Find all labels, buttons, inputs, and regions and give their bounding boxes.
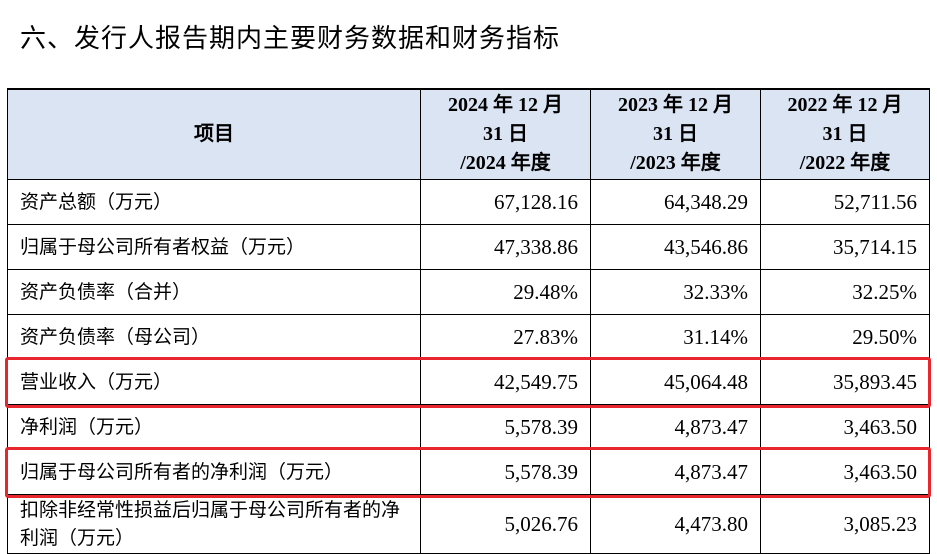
row-label: 净利润（万元）	[7, 404, 421, 450]
value-2023: 45,064.48	[590, 359, 761, 405]
section-heading: 六、发行人报告期内主要财务数据和财务指标	[20, 24, 561, 54]
value-2022: 3,085.23	[760, 494, 930, 554]
header-2024-line1: 2024 年 12 月	[448, 93, 563, 116]
table-row: 扣除非经常性损益后归属于母公司所有者的净利润（万元） 5,026.76 4,47…	[7, 494, 930, 554]
header-item: 项目	[7, 88, 421, 180]
value-2024: 5,026.76	[420, 494, 591, 554]
header-2023-line3: /2023 年度	[630, 151, 721, 174]
value-2024: 27.83%	[420, 314, 591, 360]
header-2024-line2: 31 日	[483, 122, 528, 145]
value-2022: 29.50%	[760, 314, 930, 360]
header-2023-line2: 31 日	[653, 122, 698, 145]
row-label: 资产总额（万元）	[7, 179, 421, 225]
value-2024: 5,578.39	[420, 449, 591, 495]
table-row: 资产负债率（母公司） 27.83% 31.14% 29.50%	[7, 314, 930, 360]
value-2023: 64,348.29	[590, 179, 761, 225]
value-2023: 4,873.47	[590, 449, 761, 495]
row-label: 营业收入（万元）	[7, 359, 421, 405]
header-2024: 2024 年 12 月 31 日 /2024 年度	[420, 88, 591, 180]
value-2024: 5,578.39	[420, 404, 591, 450]
row-label: 归属于母公司所有者权益（万元）	[7, 224, 421, 270]
value-2023: 31.14%	[590, 314, 761, 360]
table-row-highlighted: 营业收入（万元） 42,549.75 45,064.48 35,893.45	[7, 359, 930, 405]
table-row: 净利润（万元） 5,578.39 4,873.47 3,463.50	[7, 404, 930, 450]
row-label: 资产负债率（合并）	[7, 269, 421, 315]
value-2022: 35,714.15	[760, 224, 930, 270]
value-2022: 35,893.45	[760, 359, 930, 405]
value-2024: 47,338.86	[420, 224, 591, 270]
value-2023: 4,873.47	[590, 404, 761, 450]
table-row: 资产总额（万元） 67,128.16 64,348.29 52,711.56	[7, 179, 930, 225]
table-row-highlighted: 归属于母公司所有者的净利润（万元） 5,578.39 4,873.47 3,46…	[7, 449, 930, 495]
value-2024: 42,549.75	[420, 359, 591, 405]
value-2022: 3,463.50	[760, 404, 930, 450]
value-2023: 32.33%	[590, 269, 761, 315]
value-2022: 52,711.56	[760, 179, 930, 225]
value-2024: 67,128.16	[420, 179, 591, 225]
table-row: 归属于母公司所有者权益（万元） 47,338.86 43,546.86 35,7…	[7, 224, 930, 270]
value-2022: 3,463.50	[760, 449, 930, 495]
header-2023: 2023 年 12 月 31 日 /2023 年度	[590, 88, 761, 180]
financial-data-table: 项目 2024 年 12 月 31 日 /2024 年度 2023 年 12 月…	[7, 88, 930, 554]
header-2022-line2: 31 日	[822, 122, 868, 145]
header-2023-line1: 2023 年 12 月	[618, 93, 733, 116]
table-row: 资产负债率（合并） 29.48% 32.33% 32.25%	[7, 269, 930, 315]
table-header-row: 项目 2024 年 12 月 31 日 /2024 年度 2023 年 12 月…	[7, 88, 930, 180]
table-top-border	[7, 88, 929, 90]
row-label: 资产负债率（母公司）	[7, 314, 421, 360]
row-label: 扣除非经常性损益后归属于母公司所有者的净利润（万元）	[7, 494, 421, 554]
header-2022-line1: 2022 年 12 月	[787, 93, 903, 116]
value-2024: 29.48%	[420, 269, 591, 315]
header-2022: 2022 年 12 月 31 日 /2022 年度	[760, 88, 930, 180]
value-2022: 32.25%	[760, 269, 930, 315]
value-2023: 43,546.86	[590, 224, 761, 270]
header-2022-line3: /2022 年度	[799, 151, 891, 174]
row-label: 归属于母公司所有者的净利润（万元）	[7, 449, 421, 495]
header-2024-line3: /2024 年度	[460, 151, 551, 174]
value-2023: 4,473.80	[590, 494, 761, 554]
